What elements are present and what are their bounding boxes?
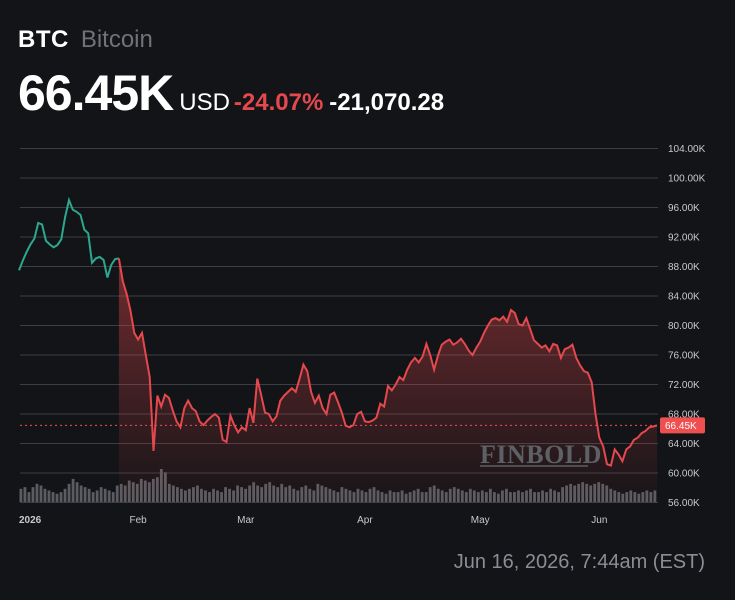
- price-row: 66.45K USD -24.07% -21,070.28: [18, 64, 444, 122]
- y-tick-label: 68.00K: [668, 410, 700, 421]
- y-tick-label: 104.00K: [668, 144, 706, 155]
- price-area-fill: [118, 258, 657, 503]
- volume-bar: [83, 487, 87, 502]
- change-percent: -24.07%: [233, 89, 324, 116]
- x-tick-label: Feb: [130, 515, 148, 526]
- volume-bar: [55, 493, 59, 502]
- x-axis-ticks: 2026 Feb Mar Apr May Jun: [19, 515, 607, 526]
- y-tick-label: 92.00K: [668, 233, 700, 244]
- current-price-tag-label: 66.45K: [665, 421, 697, 432]
- currency: USD: [179, 89, 230, 116]
- y-tick-label: 72.00K: [668, 380, 700, 391]
- change-value: -21,070.28: [329, 89, 445, 116]
- volume-bar: [107, 490, 111, 502]
- volume-bar: [67, 483, 71, 502]
- volume-bar: [23, 487, 27, 502]
- x-tick-label: May: [471, 515, 490, 526]
- x-tick-label: Jun: [591, 515, 607, 526]
- y-tick-label: 60.00K: [668, 469, 700, 480]
- y-tick-label: 88.00K: [668, 262, 700, 273]
- volume-bar: [71, 478, 75, 502]
- ticker-symbol: BTC: [18, 26, 69, 53]
- y-tick-label: 80.00K: [668, 321, 700, 332]
- y-tick-label: 64.00K: [668, 439, 700, 450]
- volume-bar: [27, 492, 31, 502]
- volume-bar: [95, 490, 99, 502]
- volume-bar: [99, 487, 103, 502]
- volume-bar: [91, 492, 95, 502]
- volume-bar: [35, 483, 39, 502]
- volume-bar: [87, 488, 91, 502]
- timestamp: Jun 16, 2026, 7:44am (EST): [453, 551, 705, 573]
- volume-bar: [59, 492, 63, 502]
- volume-bar: [111, 492, 115, 502]
- y-tick-label: 96.00K: [668, 203, 700, 214]
- volume-bar: [19, 488, 23, 502]
- header: BTC Bitcoin 66.45K USD -24.07% -21,070.2…: [18, 26, 444, 122]
- y-tick-label: 84.00K: [668, 292, 700, 303]
- ticker-row: BTC Bitcoin: [18, 26, 444, 54]
- x-tick-label: Apr: [357, 515, 373, 526]
- volume-bar: [47, 490, 51, 502]
- current-price-tag: 66.45K: [660, 417, 705, 434]
- volume-bar: [39, 485, 43, 502]
- y-tick-label: 56.00K: [668, 498, 700, 509]
- volume-bar: [115, 485, 119, 502]
- y-tick-label: 100.00K: [668, 174, 706, 185]
- x-tick-label: 2026: [19, 515, 42, 526]
- asset-name: Bitcoin: [80, 26, 153, 53]
- y-axis-ticks: 104.00K 100.00K 96.00K 92.00K 88.00K 84.00K 80…: [668, 144, 706, 509]
- price-line-up: [18, 196, 120, 278]
- volume-bar: [31, 487, 35, 502]
- volume-bar: [79, 485, 83, 502]
- y-tick-label: 76.00K: [668, 351, 700, 362]
- volume-bar: [43, 488, 47, 502]
- volume-bar: [103, 488, 107, 502]
- price-line-down: [117, 258, 658, 467]
- current-price: 66.45K: [18, 65, 174, 121]
- x-tick-label: Mar: [237, 515, 255, 526]
- volume-bar: [51, 492, 55, 502]
- volume-bar: [75, 482, 79, 502]
- finbold-watermark: FINBOLD: [480, 440, 602, 469]
- volume-bar: [63, 488, 67, 502]
